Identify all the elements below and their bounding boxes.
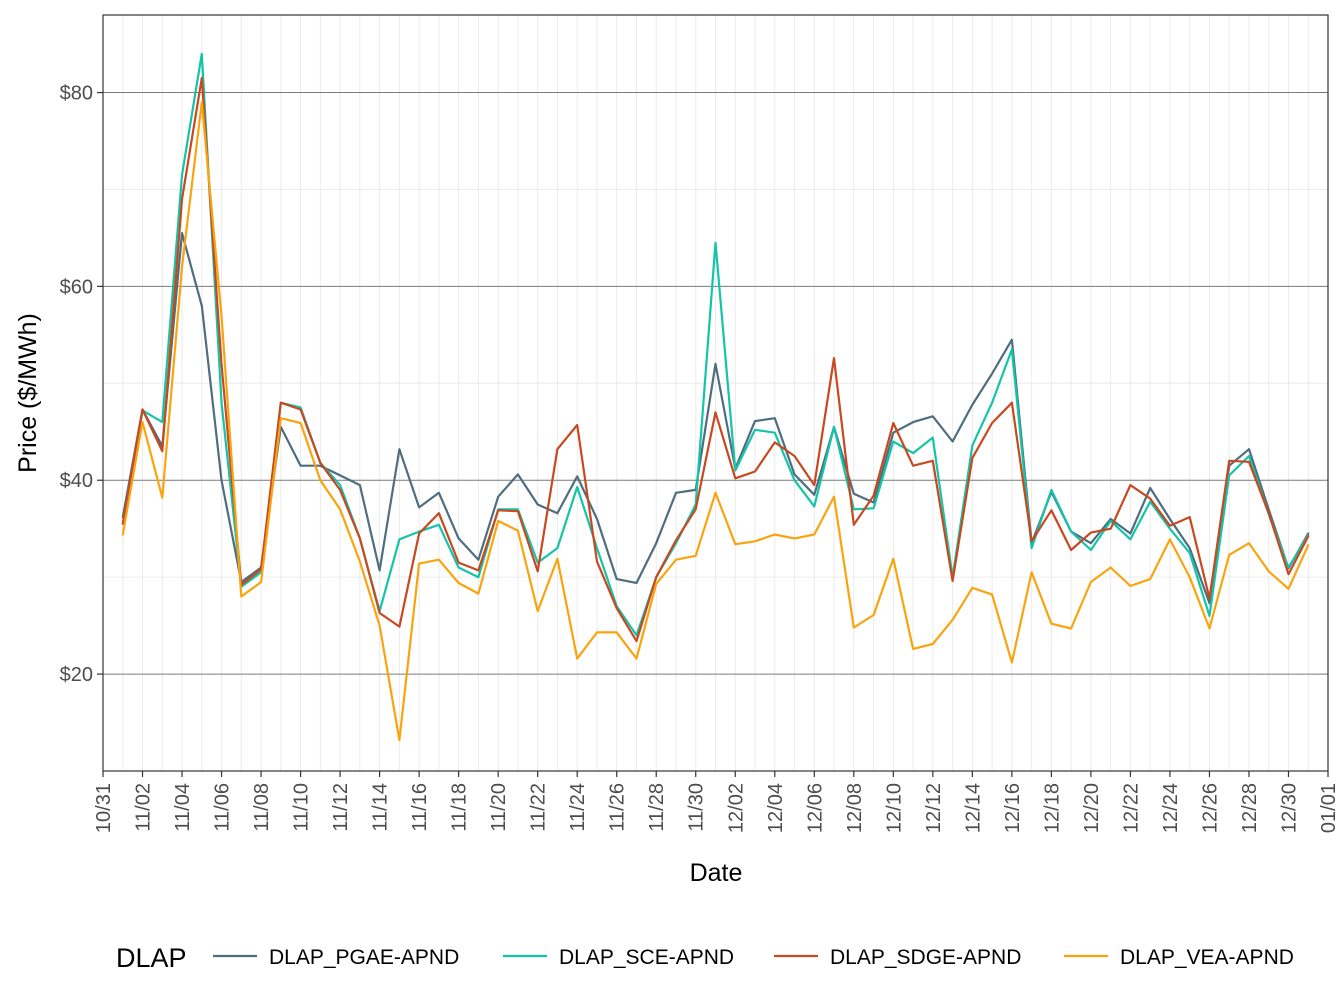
x-tick-label: 10/31 xyxy=(93,783,115,833)
x-tick-label: 11/08 xyxy=(251,783,273,832)
x-tick-label: 11/20 xyxy=(488,783,510,832)
x-tick-label: 12/02 xyxy=(725,783,747,833)
x-tick-label: 12/24 xyxy=(1160,783,1182,833)
y-tick-label: $60 xyxy=(60,276,93,298)
x-tick-label: 12/16 xyxy=(1002,783,1024,833)
legend-entry-label: DLAP_SCE-APND xyxy=(559,946,734,969)
x-tick-label: 11/16 xyxy=(409,783,431,832)
x-tick-label: 11/10 xyxy=(291,783,313,832)
series-line-dlap-sdge-apnd xyxy=(121,76,1310,643)
x-tick-label: 11/26 xyxy=(607,783,629,832)
x-tick-label: 12/22 xyxy=(1120,783,1142,833)
series-line-dlap-vea-apnd xyxy=(121,101,1310,742)
x-tick-label: 11/22 xyxy=(528,783,550,832)
y-tick-label: $40 xyxy=(60,470,93,492)
x-tick-label: 11/02 xyxy=(133,783,155,832)
x-tick-label: 12/14 xyxy=(962,783,984,833)
x-tick-label: 11/06 xyxy=(212,783,234,832)
x-tick-label: 12/30 xyxy=(1278,783,1300,833)
x-tick-label: 12/10 xyxy=(883,783,905,833)
y-axis-title: Price ($/MWh) xyxy=(14,313,42,473)
y-tick-label: $80 xyxy=(60,83,93,105)
x-tick-label: 01/01 xyxy=(1318,783,1340,833)
x-tick-label: 11/14 xyxy=(370,783,392,832)
legend-entry-label: DLAP_PGAE-APND xyxy=(269,946,459,969)
x-tick-label: 11/24 xyxy=(567,783,589,832)
series-line-dlap-pgae-apnd xyxy=(121,232,1310,605)
legend-entry-label: DLAP_VEA-APND xyxy=(1120,946,1294,969)
x-tick-label: 12/04 xyxy=(765,783,787,833)
x-tick-label: 11/12 xyxy=(330,783,352,832)
x-axis-title: Date xyxy=(690,859,743,887)
legend-entry-label: DLAP_SDGE-APND xyxy=(830,946,1021,969)
y-tick-label: $20 xyxy=(60,664,93,686)
x-tick-label: 12/26 xyxy=(1199,783,1221,833)
x-tick-label: 12/08 xyxy=(844,783,866,833)
x-tick-label: 11/30 xyxy=(686,783,708,832)
plot-area xyxy=(102,14,1329,772)
legend-title: DLAP xyxy=(116,943,187,973)
legend: DLAP DLAP_PGAE-APND DLAP_SCE-APND DLAP_SDG… xyxy=(116,943,1294,973)
x-tick-label: 11/28 xyxy=(646,783,668,832)
x-tick-label: 12/06 xyxy=(804,783,826,833)
x-tick-label: 12/20 xyxy=(1081,783,1103,833)
panel-border xyxy=(102,14,1329,772)
x-tick-label: 12/18 xyxy=(1041,783,1063,833)
x-tick-label: 12/12 xyxy=(923,783,945,833)
x-axis: 10/31 11/02 11/04 11/06 11/08 11/10 11/12 11/14… xyxy=(93,771,1340,833)
x-tick-label: 11/18 xyxy=(449,783,471,832)
x-tick-label: 12/28 xyxy=(1239,783,1261,833)
y-axis: $20 $40 $60 $80 xyxy=(60,83,103,686)
x-tick-label: 11/04 xyxy=(172,783,194,832)
